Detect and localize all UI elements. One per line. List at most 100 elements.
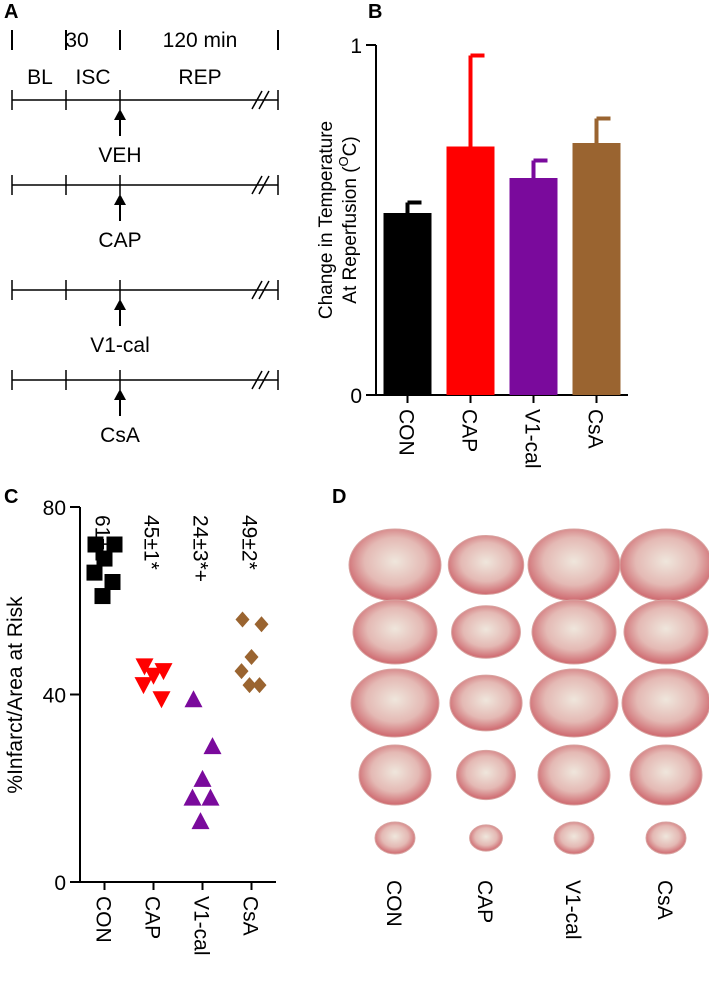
point <box>252 677 267 694</box>
panel-label: B <box>368 1 382 23</box>
break <box>258 175 270 195</box>
bar <box>509 178 558 395</box>
y-axis-label: Change in Temperature At Reperfusion (OC) <box>316 121 361 319</box>
x-tick-label: CsA <box>239 896 262 936</box>
bar <box>446 146 495 395</box>
phase-label: ISC <box>75 66 110 89</box>
point <box>193 769 212 787</box>
point <box>234 663 249 680</box>
point <box>191 812 210 830</box>
tissue-slice <box>358 744 432 806</box>
panel-b: B 0 1 CON CAP V1-cal CsA Change in Temperature A… <box>316 1 628 469</box>
tissue-slice <box>447 534 525 596</box>
point <box>86 564 103 581</box>
panel-a: A 30 120 min BL ISC REP VEH CAP V1-cal CsA <box>4 1 279 447</box>
point <box>96 550 113 567</box>
break <box>251 175 263 195</box>
treatment-label: CAP <box>98 229 141 252</box>
time-label: 120 min <box>163 29 238 52</box>
break <box>258 280 270 300</box>
tissue-slice <box>455 749 517 801</box>
y-axis-label-part: Change in Temperature <box>316 121 337 319</box>
tissue-slice <box>619 528 709 602</box>
point <box>87 536 104 553</box>
point <box>106 536 123 553</box>
y-axis-label-part: At Reperfusion ( <box>340 166 361 304</box>
y-tick-label: 0 <box>350 385 362 408</box>
x-tick-label: V1-cal <box>521 409 544 469</box>
time-label: 30 <box>65 29 88 52</box>
tissue-slice <box>469 824 503 852</box>
point <box>244 649 259 665</box>
tissue-slice <box>645 821 687 855</box>
bar <box>572 143 621 395</box>
photo-label: V1-cal <box>561 880 584 940</box>
panel-label: D <box>332 486 346 508</box>
tissue-slice <box>531 599 617 665</box>
y-tick-label: 1 <box>350 35 362 58</box>
annotation: 24±3*+ <box>189 515 212 582</box>
treatment-label: CsA <box>100 424 140 447</box>
bar <box>383 213 432 395</box>
tissue-slice <box>621 668 709 738</box>
annotation: 49±2* <box>238 515 261 570</box>
tissue-slice <box>527 528 621 602</box>
point <box>201 788 220 806</box>
panel-c: C 0 40 80 CON CAP V1-cal CsA 61±2 45±1* 24±3*+ 49±2… <box>4 486 276 956</box>
point <box>152 691 171 709</box>
phase-label: BL <box>27 66 53 89</box>
arrow-head <box>114 194 126 205</box>
x-tick-label: CAP <box>458 409 481 452</box>
tissue-slice <box>451 605 521 659</box>
break <box>251 90 263 110</box>
phase-label: REP <box>178 66 221 89</box>
point <box>235 611 250 628</box>
tissue-slice <box>623 599 709 665</box>
tissue-slice <box>348 528 442 602</box>
tissue-slice <box>537 744 611 806</box>
tissue-slice <box>529 668 619 738</box>
treatment-label: V1-cal <box>90 334 150 357</box>
point <box>94 588 111 605</box>
tissue-slice <box>374 821 416 855</box>
x-tick-label: CON <box>395 409 418 456</box>
point <box>184 690 203 708</box>
break <box>251 370 263 390</box>
photo-label: CAP <box>473 880 496 923</box>
photo-label: CON <box>382 880 405 927</box>
treatment-label: VEH <box>98 144 141 167</box>
x-tick-label: V1-cal <box>190 896 213 956</box>
point <box>135 658 154 676</box>
arrow-head <box>114 109 126 120</box>
point <box>254 616 269 633</box>
tissue-slice <box>350 668 440 738</box>
y-axis-label: %Infarct/Area at Risk <box>4 596 27 794</box>
tissue-slice <box>352 599 438 665</box>
photo-label: CsA <box>653 880 676 920</box>
break <box>258 370 270 390</box>
point <box>183 788 202 806</box>
x-tick-label: CON <box>92 896 115 943</box>
arrow-head <box>114 299 126 310</box>
tissue-slice <box>449 674 523 732</box>
panel-d: D CON CAP V1-cal CsA <box>332 486 709 940</box>
arrow-head <box>114 389 126 400</box>
point <box>104 574 121 590</box>
annotation: 45±1* <box>140 515 163 570</box>
panel-label: A <box>4 1 18 23</box>
y-axis-label-part: O <box>336 156 351 166</box>
point <box>134 677 153 695</box>
y-tick-label: 40 <box>43 685 66 708</box>
break <box>251 280 263 300</box>
tissue-slice <box>553 821 595 855</box>
y-tick-label: 0 <box>54 872 66 895</box>
annotation: 61±2 <box>91 515 114 562</box>
panel-label: C <box>4 486 18 508</box>
x-tick-label: CAP <box>141 896 164 939</box>
point <box>154 663 173 681</box>
point <box>242 677 257 694</box>
y-tick-label: 80 <box>43 497 66 520</box>
break <box>258 90 270 110</box>
point <box>144 667 163 685</box>
